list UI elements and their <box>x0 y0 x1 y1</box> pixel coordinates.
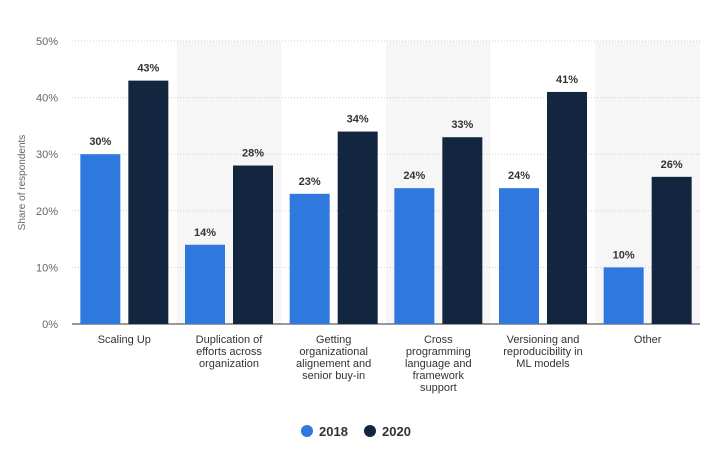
data-label: 43% <box>137 63 159 75</box>
x-tick-label: Versioning and <box>507 334 580 346</box>
x-tick-label: Duplication of <box>196 334 264 346</box>
bar-2018[interactable] <box>499 188 539 324</box>
x-tick-label: programming <box>406 346 471 358</box>
x-tick-label: reproducibility in <box>503 346 582 358</box>
y-tick-label: 0% <box>42 319 58 331</box>
legend-label[interactable]: 2020 <box>382 424 411 439</box>
x-tick-label: organization <box>199 358 259 370</box>
legend-marker[interactable] <box>364 425 376 437</box>
bar-2020[interactable] <box>651 176 692 324</box>
bar-2018[interactable] <box>394 188 435 324</box>
x-tick-label: organizational <box>299 346 368 358</box>
data-label: 30% <box>89 136 111 148</box>
bar-2020[interactable] <box>337 131 378 324</box>
x-tick-label: senior buy-in <box>302 370 365 382</box>
data-label: 28% <box>242 148 264 160</box>
data-label: 14% <box>194 227 216 239</box>
y-tick-label: 40% <box>36 93 58 105</box>
bar-2018[interactable] <box>289 193 330 324</box>
data-label: 33% <box>451 119 473 131</box>
bar-2018[interactable] <box>603 267 644 324</box>
bar-2018[interactable] <box>80 154 121 324</box>
bar-2018[interactable] <box>185 244 225 324</box>
y-tick-label: 10% <box>36 262 58 274</box>
data-label: 34% <box>347 114 369 126</box>
legend-marker[interactable] <box>301 425 313 437</box>
data-label: 24% <box>403 170 425 182</box>
x-tick-label: ML models <box>516 358 570 370</box>
y-tick-label: 20% <box>36 206 58 218</box>
data-label: 41% <box>556 74 578 86</box>
bar-2020[interactable] <box>128 80 169 325</box>
y-tick-label: 30% <box>36 149 58 161</box>
x-tick-label: Getting <box>316 334 351 346</box>
bar-2020[interactable] <box>442 137 483 324</box>
x-tick-label: language and <box>405 358 472 370</box>
bar-2020[interactable] <box>233 165 273 324</box>
data-label: 10% <box>613 249 635 261</box>
y-tick-label: 50% <box>36 36 58 48</box>
x-tick-label: Cross <box>424 334 453 346</box>
bar-2020[interactable] <box>547 91 587 324</box>
x-tick-label: framework <box>413 370 465 382</box>
data-label: 23% <box>299 176 321 188</box>
x-tick-label: alignement and <box>296 358 371 370</box>
legend-label[interactable]: 2018 <box>319 424 348 439</box>
x-tick-label: support <box>420 382 457 394</box>
data-label: 26% <box>661 159 683 171</box>
data-label: 24% <box>508 170 530 182</box>
x-tick-label: efforts across <box>196 346 262 358</box>
y-axis-label: Share of respondents <box>17 135 28 231</box>
x-tick-label: Other <box>634 334 662 346</box>
x-tick-label: Scaling Up <box>98 334 151 346</box>
